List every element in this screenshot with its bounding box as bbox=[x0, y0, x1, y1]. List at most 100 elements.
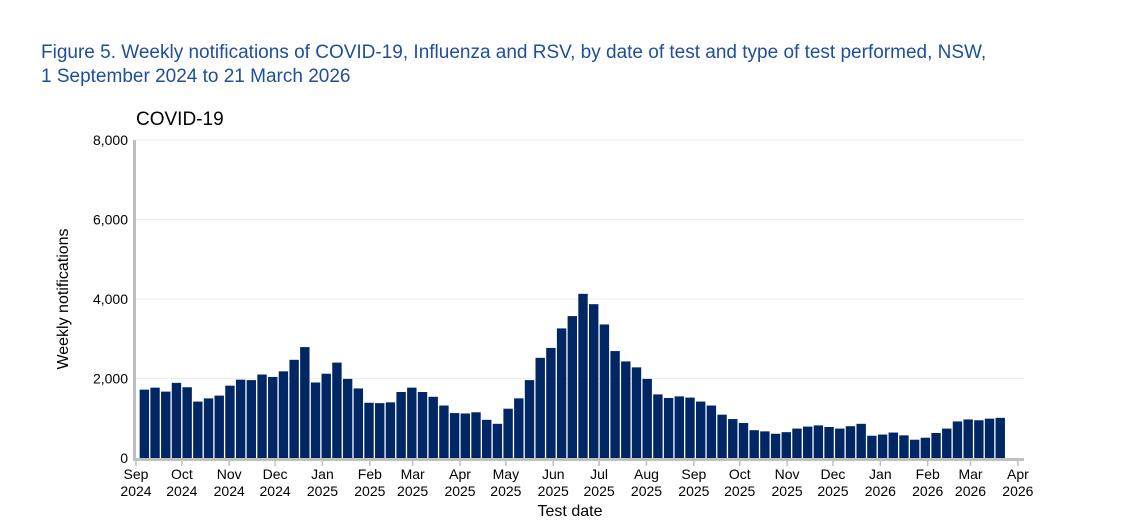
y-tick-label: 4,000 bbox=[93, 291, 128, 307]
bar bbox=[482, 419, 492, 458]
bar bbox=[428, 396, 438, 458]
x-tick-year: 2024 bbox=[260, 483, 291, 499]
bar bbox=[824, 427, 834, 458]
bars bbox=[139, 293, 1005, 459]
bar bbox=[920, 437, 931, 458]
x-tick-year: 2025 bbox=[538, 483, 569, 499]
bar bbox=[835, 428, 845, 458]
x-tick-month: Aug bbox=[634, 466, 659, 482]
x-tick-month: Nov bbox=[217, 466, 242, 482]
bar bbox=[781, 432, 791, 458]
bar bbox=[610, 351, 620, 458]
x-tick-month: Feb bbox=[358, 466, 382, 482]
bar bbox=[396, 392, 406, 458]
bar bbox=[813, 425, 824, 458]
bar bbox=[214, 395, 224, 458]
bar bbox=[952, 421, 963, 458]
bar bbox=[310, 382, 321, 458]
bar bbox=[749, 430, 759, 458]
bar bbox=[995, 417, 1005, 458]
x-tick-month: Oct bbox=[729, 466, 751, 482]
bar bbox=[203, 398, 214, 459]
bar bbox=[460, 413, 471, 458]
x-tick-year: 2025 bbox=[307, 483, 338, 499]
bar bbox=[738, 423, 749, 458]
bar bbox=[407, 387, 417, 458]
y-tick-label: 6,000 bbox=[93, 212, 128, 228]
bar bbox=[171, 382, 182, 458]
bar bbox=[845, 426, 856, 458]
bar bbox=[235, 379, 246, 458]
bar bbox=[578, 293, 588, 458]
bar bbox=[663, 397, 674, 458]
bar bbox=[524, 380, 535, 458]
bar bbox=[278, 371, 289, 458]
bar bbox=[802, 426, 813, 458]
x-tick-year: 2025 bbox=[397, 483, 428, 499]
x-tick-month: Jun bbox=[542, 466, 565, 482]
x-tick-year: 2026 bbox=[912, 483, 943, 499]
bar bbox=[268, 376, 278, 458]
x-tick-month: Apr bbox=[449, 466, 471, 482]
bar bbox=[674, 396, 684, 458]
x-tick-month: Feb bbox=[916, 466, 940, 482]
x-tick-year: 2025 bbox=[631, 483, 662, 499]
bar bbox=[631, 367, 642, 458]
bar bbox=[760, 431, 770, 458]
x-tick-year: 2025 bbox=[584, 483, 615, 499]
x-tick-year: 2024 bbox=[166, 483, 197, 499]
bar bbox=[728, 419, 738, 458]
bar bbox=[342, 378, 353, 458]
bar bbox=[246, 380, 257, 458]
x-tick-year: 2025 bbox=[678, 483, 709, 499]
x-tick-month: Oct bbox=[171, 466, 193, 482]
bar bbox=[856, 423, 866, 458]
bar bbox=[321, 373, 331, 458]
bar bbox=[899, 435, 909, 458]
bar bbox=[931, 432, 941, 458]
x-tick-year: 2025 bbox=[354, 483, 385, 499]
x-tick-year: 2025 bbox=[444, 483, 475, 499]
bar bbox=[642, 378, 652, 458]
bar bbox=[706, 405, 717, 458]
bar bbox=[695, 401, 706, 458]
bar bbox=[653, 394, 663, 458]
x-tick-year: 2025 bbox=[490, 483, 521, 499]
bar bbox=[717, 414, 727, 458]
bar bbox=[193, 401, 203, 458]
x-tick-year: 2026 bbox=[955, 483, 986, 499]
x-tick-year: 2026 bbox=[1002, 483, 1033, 499]
x-tick-month: Jul bbox=[590, 466, 608, 482]
chart-title: COVID-19 bbox=[136, 109, 224, 130]
figure-title-line2: 1 September 2024 to 21 March 2026 bbox=[41, 66, 351, 87]
bar bbox=[888, 432, 898, 458]
x-tick-month: Jan bbox=[869, 466, 892, 482]
x-tick-month: Sep bbox=[681, 466, 706, 482]
x-tick-year: 2026 bbox=[865, 483, 896, 499]
y-tick-label: 2,000 bbox=[93, 371, 128, 387]
bar bbox=[792, 428, 802, 458]
bar bbox=[503, 408, 513, 458]
x-tick-year: 2025 bbox=[772, 483, 803, 499]
bar bbox=[877, 434, 888, 458]
bar bbox=[492, 423, 503, 458]
bar bbox=[139, 389, 150, 458]
x-tick-month: May bbox=[493, 466, 519, 482]
bar bbox=[514, 398, 524, 459]
x-tick-month: Apr bbox=[1007, 466, 1029, 482]
axes: 02,0004,0006,0008,000Sep2024Oct2024Nov20… bbox=[93, 132, 1034, 499]
bar bbox=[963, 419, 973, 458]
x-tick-month: Dec bbox=[820, 466, 845, 482]
bar bbox=[567, 316, 577, 458]
x-tick-month: Jan bbox=[311, 466, 334, 482]
x-tick-month: Mar bbox=[958, 466, 982, 482]
x-tick-year: 2024 bbox=[214, 483, 245, 499]
bar bbox=[556, 328, 567, 458]
bar bbox=[364, 402, 374, 458]
x-axis-title: Test date bbox=[538, 503, 603, 520]
bar bbox=[449, 413, 460, 458]
bar bbox=[225, 385, 235, 458]
bar bbox=[984, 418, 995, 458]
x-tick-year: 2024 bbox=[120, 483, 151, 499]
